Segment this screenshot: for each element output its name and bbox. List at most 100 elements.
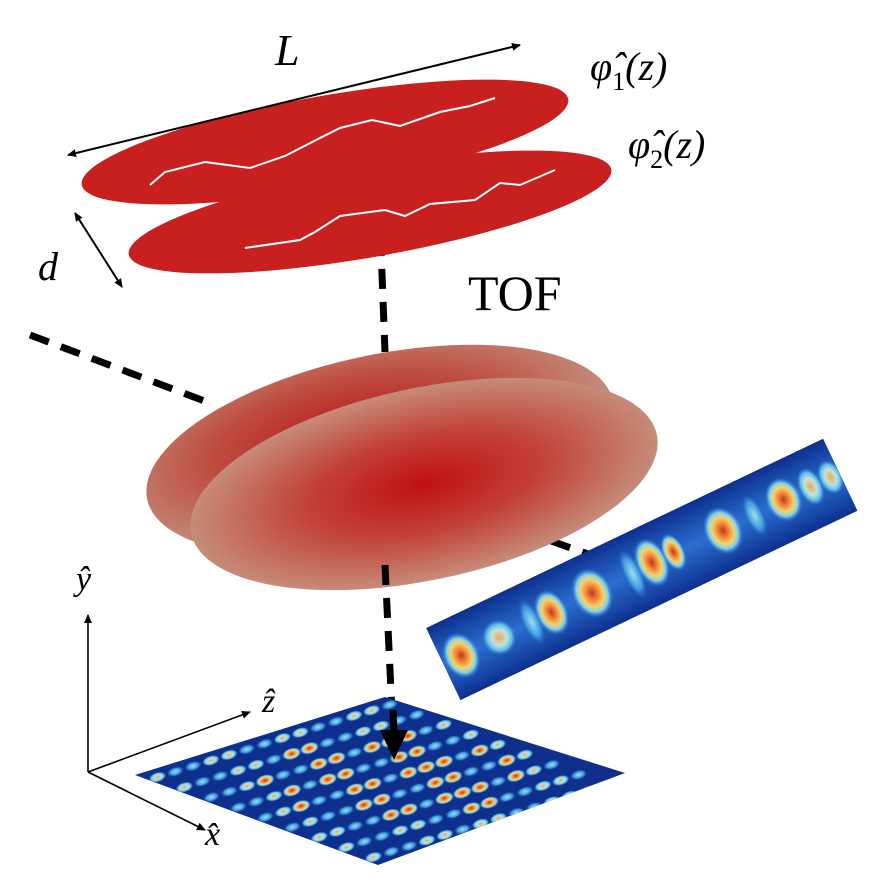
bottom-interference-image [135, 697, 625, 865]
interference-fringe [479, 796, 500, 810]
interference-fringe [247, 759, 265, 771]
phi2-argument: (z) [663, 122, 705, 167]
interference-fringe [416, 724, 435, 736]
interference-fringe [345, 747, 364, 759]
interference-fringe [336, 731, 354, 743]
interference-fringe [202, 791, 221, 803]
interference-fringe [416, 760, 436, 774]
interference-fringe [310, 831, 329, 843]
interference-fringe [444, 808, 463, 820]
double-headed-arrow-icon [74, 212, 123, 288]
interference-fringe [166, 766, 185, 778]
interference-fringe [362, 704, 381, 716]
interference-fringe [291, 727, 310, 739]
phi2-label: φ̂2(z) [628, 122, 705, 174]
interference-fringe [364, 851, 383, 863]
interference-fringe [391, 825, 409, 836]
interference-fringe [426, 813, 445, 825]
interference-fringe [328, 789, 346, 801]
interference-fringe [364, 815, 382, 826]
interference-fringe [238, 780, 256, 792]
interference-fringe [390, 788, 409, 800]
interference-fringe [229, 801, 248, 813]
interference-fringe [354, 762, 373, 774]
axis-z-line [87, 711, 251, 773]
interference-fringe [496, 753, 517, 767]
fringe-blob [796, 467, 825, 506]
interference-pattern [148, 699, 615, 863]
interference-fringe [362, 740, 382, 754]
interference-fringe [345, 710, 363, 722]
interference-fringe [434, 755, 454, 768]
interference-fringe [301, 779, 319, 791]
interference-fringe [443, 770, 463, 784]
interference-fringe [299, 741, 320, 755]
interference-fringe [382, 846, 401, 858]
interference-fringe [326, 751, 347, 765]
fringe-blob [764, 477, 803, 522]
interference-fringe [247, 796, 266, 808]
fringe-blob [481, 619, 517, 656]
interference-fringe [443, 734, 462, 746]
interference-fringe [220, 749, 238, 761]
interference-fringe [381, 772, 400, 784]
interference-fringe [291, 763, 310, 775]
fringe-blob [517, 598, 547, 646]
interference-fringe [318, 737, 337, 749]
interference-fringe [274, 769, 292, 781]
interference-fringe [264, 753, 283, 765]
interference-fringe [461, 729, 480, 741]
fringe-blob [442, 632, 481, 679]
interference-fringe [337, 805, 355, 816]
interference-fringe [380, 699, 399, 711]
fringe-blob [570, 568, 614, 619]
interference-fringe [515, 749, 534, 761]
interference-fringe [417, 798, 436, 810]
interference-fringe [398, 802, 419, 816]
interference-fringe [319, 810, 337, 822]
interference-fringe [308, 757, 329, 771]
interference-fringe [400, 840, 418, 852]
interference-fringe [148, 771, 167, 783]
interference-fringe [516, 786, 534, 797]
axis-x-label: x̂ [204, 816, 220, 853]
interference-fringe [488, 739, 507, 751]
fringe-blob [817, 460, 844, 495]
length-label: L [274, 26, 299, 75]
interference-fringe [371, 792, 392, 806]
interference-fringe [407, 745, 427, 758]
interference-fringe [409, 819, 427, 831]
phi1-label: φ̂1(z) [590, 44, 667, 96]
interference-fringe [498, 791, 516, 803]
dash-line-top [374, 169, 389, 353]
interference-fringe [373, 830, 391, 842]
interference-fringe [524, 764, 543, 776]
phi2-subscript: 2 [650, 145, 663, 174]
interference-fringe [335, 767, 356, 781]
interference-fringe [434, 719, 453, 731]
axis-z-label: ẑ [261, 683, 276, 720]
phi1-subscript: 1 [612, 67, 625, 96]
axis-y-label: ŷ [73, 561, 92, 598]
length-indicator: L [67, 26, 521, 157]
projection-arrow [380, 709, 408, 760]
condensate-2 [128, 150, 612, 274]
fringe-blob [533, 589, 570, 636]
interference-fringe [310, 795, 328, 806]
interference-fringe [354, 726, 372, 737]
coordinate-axes: ŷ ẑ x̂ [73, 561, 276, 853]
svg-text:φ̂1(z): φ̂1(z) [590, 44, 667, 96]
interference-fringe [461, 801, 482, 815]
interference-fringe [372, 757, 391, 769]
interference-fringe [282, 784, 302, 797]
interference-fringe [328, 826, 347, 838]
interference-fringe [237, 743, 256, 755]
interference-fringe [470, 780, 490, 794]
interference-fringe [480, 760, 498, 772]
axis-x-line [87, 771, 206, 831]
interference-fringe [426, 740, 444, 752]
interference-fringe [256, 811, 275, 823]
interference-fringe [354, 798, 374, 812]
arrow-down-head [380, 730, 408, 760]
